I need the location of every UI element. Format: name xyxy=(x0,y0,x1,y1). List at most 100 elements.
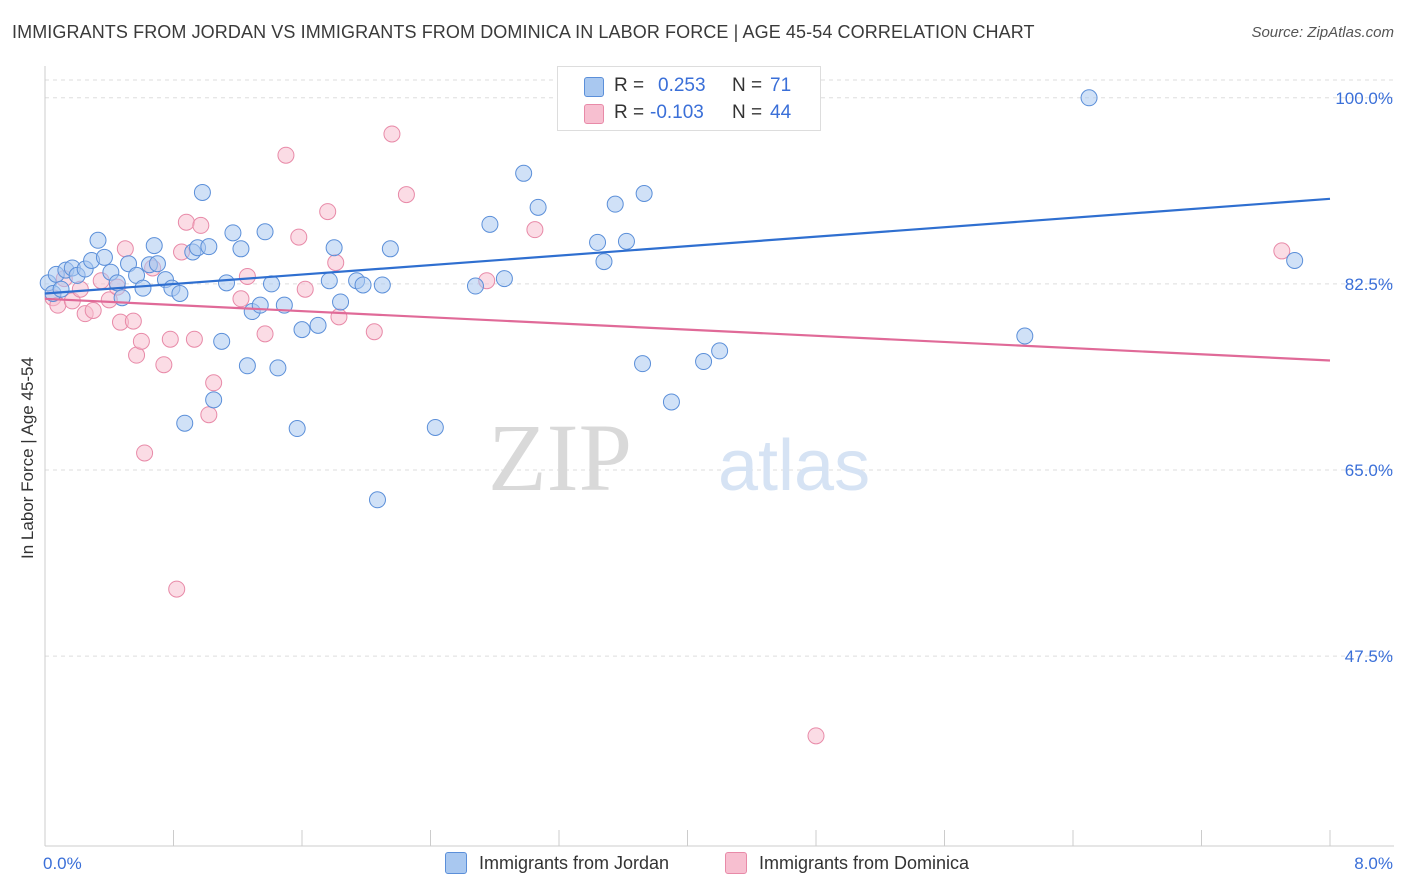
jordan-swatch xyxy=(584,77,604,97)
jordan-point xyxy=(193,183,211,201)
dominica-trend-line xyxy=(44,297,1331,362)
jordan-point xyxy=(251,296,269,314)
jordan-point xyxy=(89,231,107,249)
y-tick-label: 47.5% xyxy=(1345,647,1393,666)
jordan-point xyxy=(662,393,680,411)
dominica-n-value: 44 xyxy=(770,102,792,123)
source-label: Source: ZipAtlas.com xyxy=(1251,24,1394,41)
legend-label-jordan: Immigrants from Jordan xyxy=(479,852,670,873)
dominica-point xyxy=(397,186,415,204)
dominica-point xyxy=(116,240,134,258)
jordan-point xyxy=(145,237,163,255)
axes xyxy=(44,66,1394,847)
jordan-point xyxy=(634,355,652,373)
r-label: R = xyxy=(614,102,645,123)
dominica-swatch xyxy=(584,104,604,124)
jordan-point xyxy=(213,332,231,350)
jordan-point xyxy=(495,270,513,288)
jordan-points xyxy=(39,89,1304,509)
dominica-point xyxy=(124,312,142,330)
dominica-point xyxy=(296,280,314,298)
series-legend: Immigrants from Jordan Immigrants from D… xyxy=(0,852,1406,876)
dominica-point xyxy=(330,308,348,326)
stats-legend: R = 0.253 N = 71 R = -0.103 N = 44 xyxy=(557,66,821,131)
jordan-point xyxy=(293,321,311,339)
dominica-point xyxy=(526,221,544,239)
dominica-point xyxy=(238,267,256,285)
jordan-point xyxy=(232,240,250,258)
dominica-point xyxy=(136,444,154,462)
r-label: R = xyxy=(614,75,645,96)
jordan-point xyxy=(595,253,613,271)
dominica-point xyxy=(168,580,186,598)
dominica-point xyxy=(232,290,250,308)
jordan-point xyxy=(606,195,624,213)
jordan-trend-line xyxy=(44,197,1331,295)
jordan-point xyxy=(288,420,306,438)
jordan-point xyxy=(635,185,653,203)
dominica-point xyxy=(205,374,223,392)
jordan-point xyxy=(171,284,189,302)
dominica-r-value: -0.103 xyxy=(650,102,704,123)
jordan-point xyxy=(368,491,386,509)
jordan-point xyxy=(200,238,218,256)
jordan-point xyxy=(269,359,287,377)
jordan-point xyxy=(134,279,152,297)
dominica-point xyxy=(1273,242,1291,260)
jordan-point xyxy=(373,276,391,294)
jordan-point xyxy=(1286,252,1304,270)
jordan-point xyxy=(238,357,256,375)
dominica-point xyxy=(807,727,825,745)
jordan-point xyxy=(695,353,713,371)
jordan-point xyxy=(205,391,223,409)
jordan-point xyxy=(256,223,274,241)
dominica-point xyxy=(161,330,179,348)
legend-label-dominica: Immigrants from Dominica xyxy=(759,852,970,873)
watermark: ZIP atlas xyxy=(488,404,870,511)
dominica-point xyxy=(84,301,102,319)
dominica-point xyxy=(277,146,295,164)
jordan-n-value: 71 xyxy=(770,75,792,96)
legend-item-jordan[interactable]: Immigrants from Jordan xyxy=(445,852,669,874)
jordan-point xyxy=(529,198,547,216)
dominica-point xyxy=(155,356,173,374)
dominica-point xyxy=(132,332,150,350)
x-tick-label-min: 0.0% xyxy=(43,854,82,873)
jordan-point xyxy=(481,215,499,233)
dominica-swatch xyxy=(725,852,747,874)
dominica-point xyxy=(365,323,383,341)
jordan-point xyxy=(1016,327,1034,345)
jordan-point xyxy=(515,164,533,182)
jordan-point xyxy=(381,240,399,258)
watermark-atlas: atlas xyxy=(718,426,870,506)
dominica-point xyxy=(185,330,203,348)
dominica-point xyxy=(290,228,308,246)
n-label: N = xyxy=(732,75,763,96)
dominica-point xyxy=(383,125,401,143)
jordan-point xyxy=(1080,89,1098,107)
jordan-point xyxy=(309,316,327,334)
dominica-point xyxy=(256,325,274,343)
dominica-point xyxy=(71,280,89,298)
legend-item-dominica[interactable]: Immigrants from Dominica xyxy=(725,852,969,874)
jordan-point xyxy=(426,418,444,436)
dominica-point xyxy=(327,254,345,272)
watermark-zip: ZIP xyxy=(488,404,632,511)
jordan-point xyxy=(589,233,607,251)
chart-title: IMMIGRANTS FROM JORDAN VS IMMIGRANTS FRO… xyxy=(12,22,1035,42)
jordan-point xyxy=(711,342,729,360)
trend-lines xyxy=(44,197,1331,362)
jordan-point xyxy=(354,276,372,294)
jordan-point xyxy=(52,280,70,298)
jordan-point xyxy=(224,224,242,242)
dominica-point xyxy=(177,213,195,231)
y-tick-label: 82.5% xyxy=(1345,275,1393,294)
n-label: N = xyxy=(732,102,763,123)
dominica-point xyxy=(200,406,218,424)
dominica-points xyxy=(44,125,1291,745)
jordan-swatch xyxy=(445,852,467,874)
dominica-point xyxy=(192,216,210,234)
jordan-point xyxy=(120,255,138,273)
jordan-point xyxy=(617,232,635,250)
tick-labels: 100.0% 82.5% 65.0% 47.5% 0.0% 8.0% xyxy=(43,89,1393,873)
